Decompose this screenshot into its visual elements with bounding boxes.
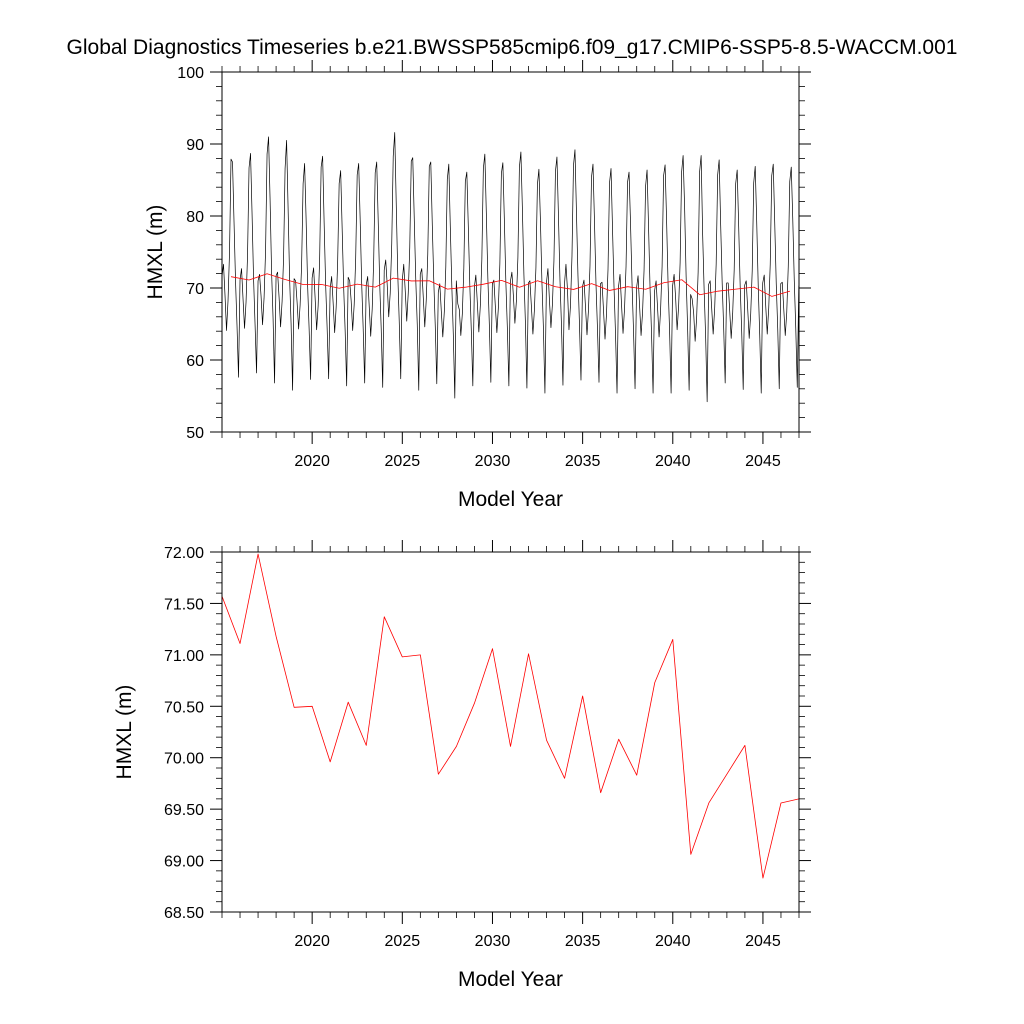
x-tick-label: 2030 xyxy=(475,453,511,470)
x-tick-label: 2020 xyxy=(294,933,330,950)
series-line-annual xyxy=(222,553,799,879)
x-tick-label: 2025 xyxy=(385,453,421,470)
x-tick-label: 2035 xyxy=(565,933,601,950)
y-tick-label: 90 xyxy=(186,137,204,154)
y-tick-label: 70.00 xyxy=(164,751,204,768)
series-line-monthly xyxy=(222,132,799,403)
x-tick-label: 2035 xyxy=(565,453,601,470)
x-axis-label: Model Year xyxy=(458,488,563,511)
y-tick-label: 71.50 xyxy=(164,596,204,613)
y-tick-label: 80 xyxy=(186,209,204,226)
plot-frame xyxy=(221,71,800,433)
series-line-annual xyxy=(230,273,791,297)
y-tick-label: 69.50 xyxy=(164,802,204,819)
chart-title: Global Diagnostics Timeseries b.e21.BWSS… xyxy=(67,36,958,59)
y-tick-label: 100 xyxy=(177,65,204,82)
y-axis-label: HMXL (m) xyxy=(113,685,136,780)
y-tick-label: 68.50 xyxy=(164,905,204,922)
y-tick-label: 71.00 xyxy=(164,648,204,665)
y-tick-label: 60 xyxy=(186,353,204,370)
x-tick-label: 2025 xyxy=(385,933,421,950)
y-axis-label: HMXL (m) xyxy=(144,205,167,300)
y-tick-label: 70.50 xyxy=(164,699,204,716)
x-tick-label: 2045 xyxy=(745,933,781,950)
y-tick-label: 70 xyxy=(186,281,204,298)
y-tick-label: 72.00 xyxy=(164,545,204,562)
y-tick-label: 50 xyxy=(186,425,204,442)
x-tick-label: 2020 xyxy=(294,453,330,470)
x-axis-label: Model Year xyxy=(458,968,563,991)
x-tick-label: 2040 xyxy=(655,933,691,950)
timeseries-panel-annual: 2020 2025 2030 2035 2040 2045 68.50 69.00 69.50 7… xyxy=(113,540,811,991)
timeseries-panel-monthly: 2020 2025 2030 2035 2040 2045 50 60 70 80 90 100 Mod… xyxy=(144,60,811,511)
y-tick-label: 69.00 xyxy=(164,854,204,871)
x-tick-label: 2045 xyxy=(745,453,781,470)
x-tick-label: 2030 xyxy=(475,933,511,950)
plot-frame xyxy=(221,551,800,913)
x-tick-label: 2040 xyxy=(655,453,691,470)
